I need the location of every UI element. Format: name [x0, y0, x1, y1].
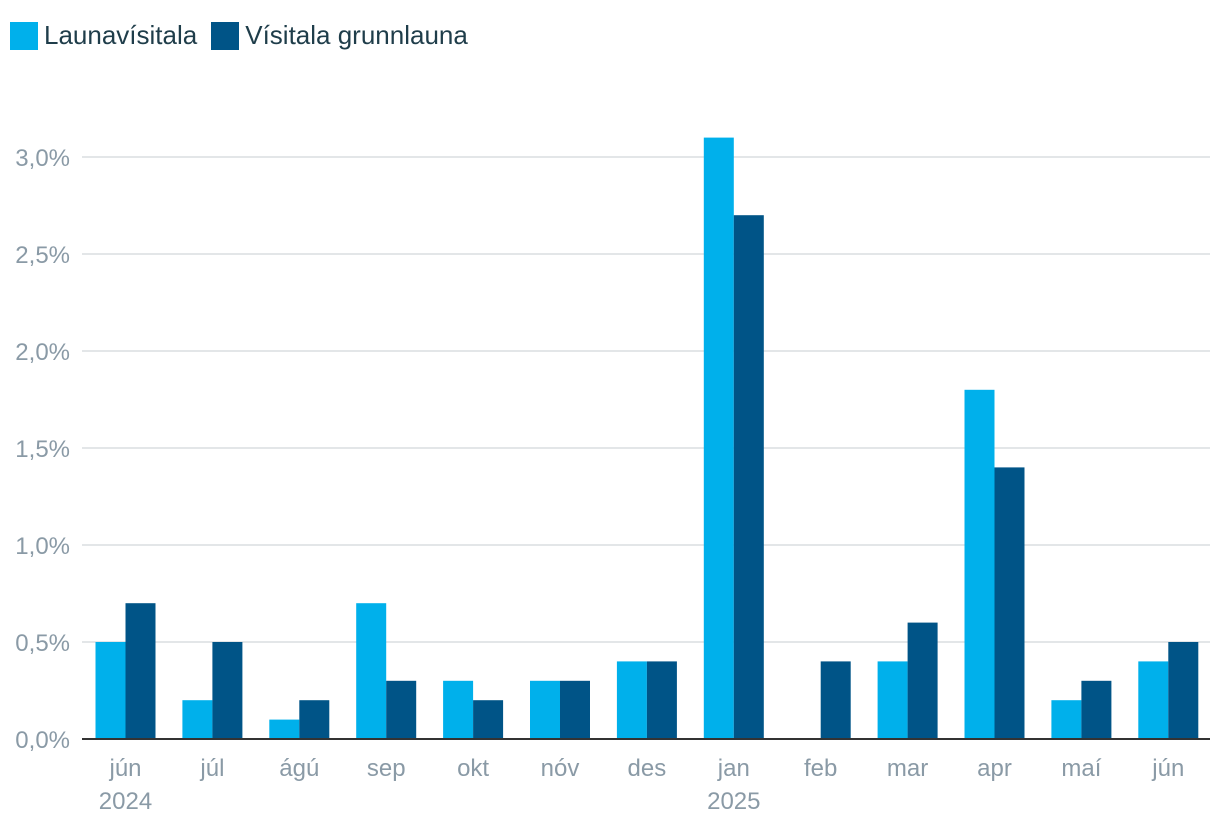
bar-visitala-grunnlauna	[386, 680, 417, 739]
y-tick-label: 0,5%	[15, 630, 70, 657]
y-tick-label: 1,5%	[15, 436, 70, 463]
y-tick-label: 3,0%	[15, 145, 70, 172]
x-year-label: 2025	[707, 788, 760, 815]
x-year-label: 2024	[99, 788, 152, 815]
x-tick-label: sep	[367, 755, 406, 782]
x-tick-label: jún	[108, 755, 141, 782]
x-tick-label: nóv	[541, 755, 580, 782]
bar-launavisitala	[356, 603, 387, 739]
y-tick-label: 2,0%	[15, 339, 70, 366]
y-tick-label: 0,0%	[15, 727, 70, 754]
y-tick-label: 2,5%	[15, 242, 70, 269]
x-tick-label: júl	[199, 755, 224, 782]
x-tick-label: des	[628, 755, 667, 782]
legend: Launavísitala Vísitala grunnlauna	[10, 20, 468, 51]
x-tick-label: jan	[717, 755, 750, 782]
bar-launavisitala	[269, 719, 300, 739]
bar-launavisitala	[182, 700, 213, 739]
x-tick-label: ágú	[279, 755, 319, 782]
bar-launavisitala	[703, 137, 734, 740]
bar-visitala-grunnlauna	[994, 467, 1025, 739]
bar-visitala-grunnlauna	[473, 700, 504, 739]
legend-label-visitala-grunnlauna: Vísitala grunnlauna	[245, 20, 468, 50]
legend-swatch-visitala-grunnlauna	[211, 21, 240, 50]
bar-visitala-grunnlauna	[646, 661, 677, 739]
bar-visitala-grunnlauna	[212, 642, 243, 739]
x-tick-label: okt	[457, 755, 489, 782]
legend-item-visitala-grunnlauna: Vísitala grunnlauna	[211, 20, 468, 51]
bar-launavisitala	[877, 661, 908, 739]
bar-launavisitala	[443, 680, 474, 739]
bar-launavisitala	[616, 661, 647, 739]
bar-visitala-grunnlauna	[125, 603, 156, 739]
x-tick-label: feb	[804, 755, 837, 782]
bar-visitala-grunnlauna	[560, 680, 590, 739]
x-tick-label: mar	[887, 755, 928, 782]
bar-launavisitala	[1138, 661, 1169, 739]
legend-label-launavisitala: Launavísitala	[44, 20, 198, 50]
x-tick-label: apr	[977, 755, 1012, 782]
bar-visitala-grunnlauna	[1081, 680, 1112, 739]
bar-launavisitala	[1051, 700, 1082, 739]
bar-visitala-grunnlauna	[299, 700, 330, 739]
bar-visitala-grunnlauna	[733, 215, 764, 739]
x-tick-label: jún	[1151, 755, 1184, 782]
y-tick-label: 1,0%	[15, 533, 70, 560]
bar-launavisitala	[964, 389, 995, 739]
bar-launavisitala	[530, 680, 560, 739]
bar-visitala-grunnlauna	[820, 661, 851, 739]
x-tick-label: maí	[1061, 755, 1101, 782]
bar-visitala-grunnlauna	[1168, 642, 1199, 739]
bar-launavisitala	[95, 642, 126, 739]
legend-swatch-launavisitala	[10, 21, 38, 50]
bar-visitala-grunnlauna	[907, 622, 938, 739]
legend-item-launavisitala: Launavísitala	[10, 20, 197, 51]
